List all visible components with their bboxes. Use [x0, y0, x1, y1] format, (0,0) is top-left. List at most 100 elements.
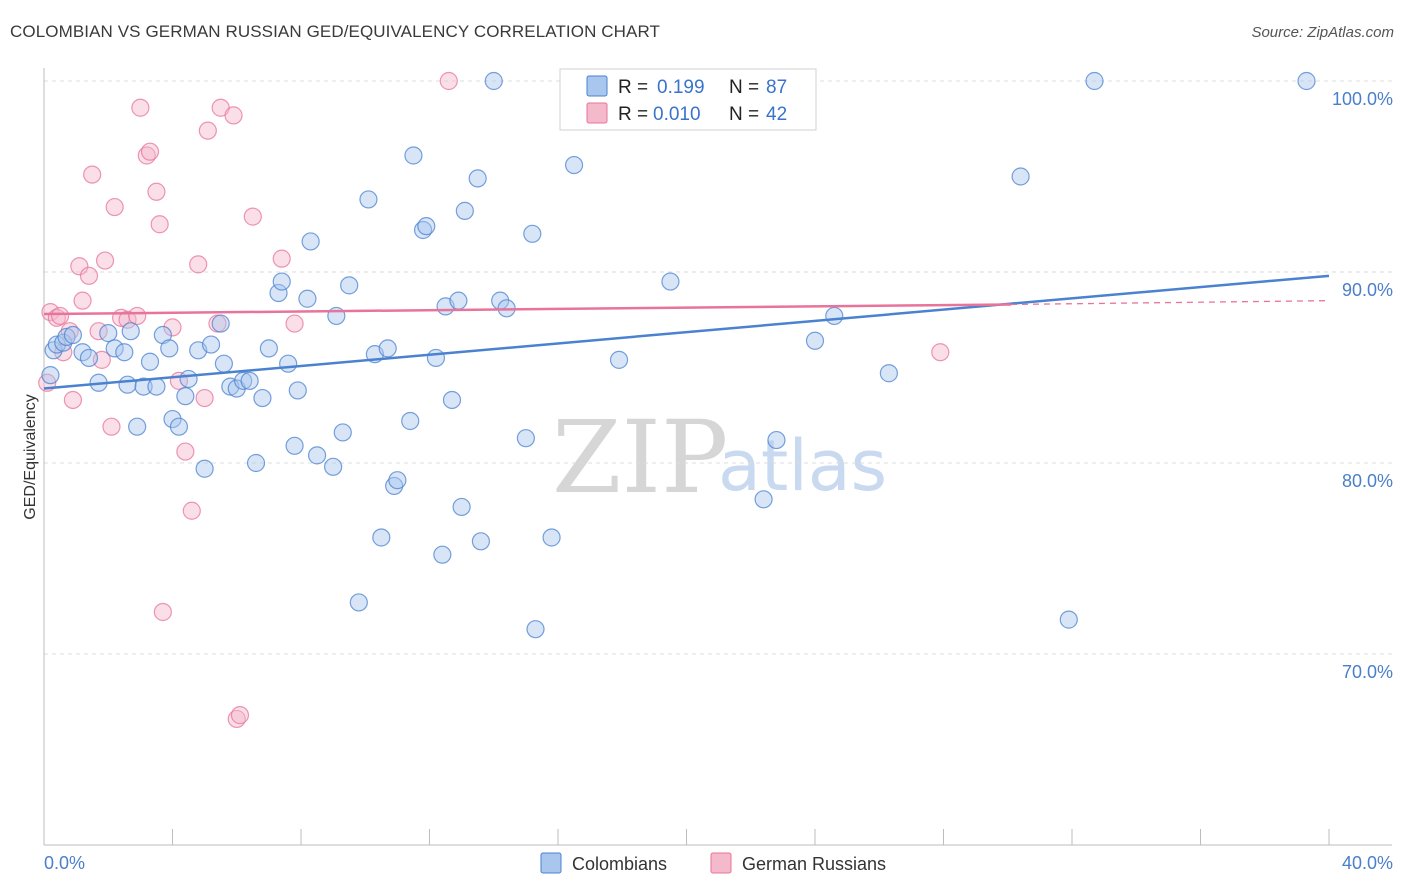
colombians-point-45 — [333, 423, 352, 442]
german-russians-point-18 — [128, 306, 147, 326]
bottom-legend-swatch-colombians[interactable] — [540, 852, 562, 874]
german-russians-point-36 — [230, 706, 250, 725]
legend-r-label-2: R = — [618, 104, 648, 125]
colombians-point-59 — [433, 545, 452, 564]
colombians-point-32 — [246, 453, 266, 473]
german-russians-point-28 — [182, 501, 201, 520]
colombians-point-39 — [288, 381, 307, 400]
colombians-point-35 — [269, 283, 288, 303]
colombians-point-25 — [201, 335, 221, 354]
colombians-point-73 — [542, 528, 561, 547]
german-russians-point-6 — [63, 390, 83, 410]
colombians-point-31 — [240, 371, 259, 390]
german-russians-point-7 — [70, 257, 89, 276]
german-russians-point-3 — [50, 306, 70, 326]
colombians-point-51 — [378, 339, 397, 358]
bottom-legend-label-german-russians[interactable]: German Russians — [742, 854, 886, 874]
colombians-point-70 — [516, 429, 535, 448]
colombians-point-42 — [307, 446, 327, 465]
colombians-point-48 — [359, 190, 378, 209]
colombians-point-2 — [54, 333, 73, 352]
german-russians-point-39 — [285, 314, 304, 333]
colombians-point-63 — [455, 201, 474, 220]
colombians-point-67 — [484, 71, 503, 91]
watermark-zip: ZIP — [552, 399, 728, 516]
legend-r-value-2: 0.010 — [653, 104, 701, 125]
colombians-point-38 — [285, 436, 304, 455]
colombians-point-18 — [160, 339, 179, 358]
legend-n-label-2: N = — [729, 104, 759, 125]
colombians-point-66 — [471, 532, 490, 551]
german-russians-point-19 — [131, 98, 150, 117]
colombians-point-57 — [417, 217, 436, 236]
german-russians-points — [38, 71, 950, 729]
bottom-legend-swatch-german-russians[interactable] — [710, 852, 732, 874]
colombians-point-77 — [754, 490, 773, 509]
colombians-point-4 — [63, 325, 83, 345]
colombians-point-54 — [401, 411, 420, 431]
german-russians-point-14 — [102, 417, 121, 436]
bottom-legend-label-colombians[interactable]: Colombians — [572, 854, 667, 874]
colombians-point-80 — [825, 306, 844, 326]
colombians-point-22 — [179, 369, 198, 389]
correlation-legend: R = 0.199 N = 87 R = 0.010 N = 42 — [559, 68, 817, 131]
x-tick-label-max: 40.0% — [1342, 853, 1393, 873]
gridlines — [44, 80, 1392, 655]
colombians-point-46 — [340, 276, 359, 295]
german-russians-point-40 — [439, 71, 458, 91]
german-russians-point-17 — [118, 310, 137, 329]
german-russians-point-21 — [140, 142, 160, 161]
colombians-point-75 — [609, 350, 629, 369]
colombians-point-3 — [57, 327, 76, 347]
german-russians-point-8 — [73, 291, 92, 310]
colombians-point-83 — [1059, 610, 1078, 629]
colombians-point-74 — [564, 155, 584, 175]
legend-r-value-1: 0.199 — [657, 77, 705, 98]
colombians-point-85 — [1297, 71, 1316, 91]
legend-swatch-german-russians — [586, 102, 608, 124]
german-russians-point-30 — [195, 388, 214, 408]
german-russians-point-29 — [189, 255, 208, 274]
colombians-point-16 — [147, 377, 166, 396]
colombians-point-21 — [176, 387, 195, 406]
colombians-point-62 — [449, 291, 468, 310]
colombians-point-78 — [767, 430, 786, 450]
german-russians-point-41 — [931, 343, 950, 362]
german-russians-point-38 — [272, 249, 291, 268]
legend-n-value-2: 42 — [766, 104, 787, 125]
colombians-point-34 — [259, 339, 278, 358]
colombians-point-82 — [1011, 167, 1030, 186]
colombians-point-20 — [169, 417, 189, 436]
colombians-point-15 — [140, 352, 160, 371]
colombians-point-81 — [879, 364, 898, 383]
colombians-point-40 — [298, 289, 317, 308]
chart-title: COLOMBIAN VS GERMAN RUSSIAN GED/EQUIVALE… — [10, 22, 661, 41]
colombians-point-76 — [661, 272, 680, 291]
chart-source: Source: ZipAtlas.com — [1251, 24, 1394, 41]
german-russians-point-37 — [243, 207, 262, 226]
german-russians-point-13 — [95, 251, 115, 270]
colombians-point-33 — [253, 388, 272, 408]
colombians-point-72 — [526, 620, 545, 639]
colombians-point-71 — [523, 224, 542, 243]
colombians-point-6 — [79, 348, 99, 368]
y-axis-title: GED/Equivalency — [22, 394, 39, 519]
german-russians-point-34 — [224, 106, 243, 125]
german-russians-point-15 — [105, 197, 124, 217]
german-russians-trend-extension — [1010, 300, 1330, 306]
german-russians-trend-line — [43, 303, 1011, 316]
colombians-point-84 — [1085, 71, 1104, 91]
colombians-point-9 — [105, 339, 124, 358]
colombians-point-12 — [121, 322, 140, 341]
german-russians-point-23 — [150, 215, 169, 234]
colombians-point-19 — [163, 409, 182, 429]
y-tick-labels: 70.0% 80.0% 90.0% 100.0% — [1332, 89, 1393, 682]
colombians-point-41 — [301, 232, 320, 251]
german-russians-point-22 — [147, 182, 166, 201]
watermark: ZIP atlas — [552, 399, 887, 516]
german-russians-point-10 — [83, 165, 102, 184]
legend-swatch-colombians — [586, 75, 608, 97]
legend-n-label-1: N = — [729, 77, 759, 98]
trend-lines — [43, 274, 1330, 390]
colombians-point-61 — [442, 390, 462, 410]
